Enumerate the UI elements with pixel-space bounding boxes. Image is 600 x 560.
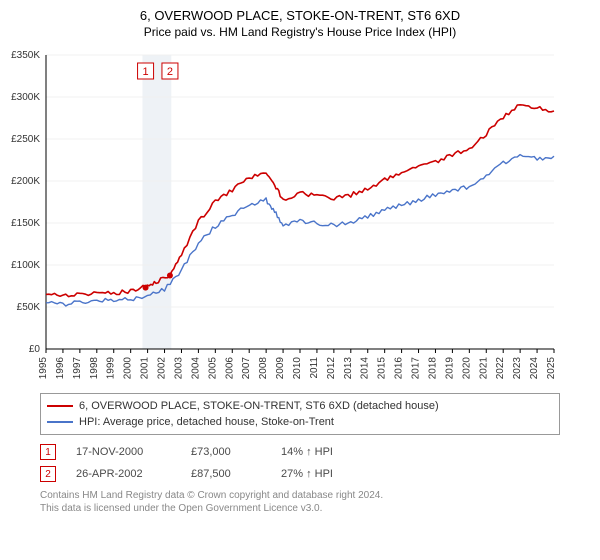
legend-item: 6, OVERWOOD PLACE, STOKE-ON-TRENT, ST6 6…: [47, 398, 553, 414]
legend-label: HPI: Average price, detached house, Stok…: [79, 414, 334, 430]
legend-swatch: [47, 421, 73, 423]
svg-text:1998: 1998: [89, 357, 100, 380]
svg-text:£350K: £350K: [11, 50, 40, 61]
svg-text:2007: 2007: [241, 357, 252, 380]
row-price: £73,000: [191, 446, 261, 458]
table-row: 1 17-NOV-2000 £73,000 14% ↑ HPI: [40, 441, 560, 463]
svg-text:2014: 2014: [360, 357, 371, 380]
row-marker: 1: [40, 444, 56, 460]
svg-text:2018: 2018: [427, 357, 438, 380]
svg-text:1995: 1995: [38, 357, 49, 380]
legend: 6, OVERWOOD PLACE, STOKE-ON-TRENT, ST6 6…: [40, 393, 560, 435]
svg-text:2003: 2003: [173, 357, 184, 380]
svg-text:2005: 2005: [207, 357, 218, 380]
chart-container: 6, OVERWOOD PLACE, STOKE-ON-TRENT, ST6 6…: [0, 0, 600, 515]
svg-text:2000: 2000: [123, 357, 134, 380]
svg-text:£150K: £150K: [11, 218, 40, 229]
svg-text:2020: 2020: [461, 357, 472, 380]
svg-text:2001: 2001: [140, 357, 151, 380]
row-marker: 2: [40, 466, 56, 482]
svg-text:2019: 2019: [444, 357, 455, 380]
svg-text:£300K: £300K: [11, 92, 40, 103]
svg-text:2002: 2002: [157, 357, 168, 380]
svg-text:£50K: £50K: [17, 302, 41, 313]
svg-text:£0: £0: [29, 344, 41, 355]
svg-text:2021: 2021: [478, 357, 489, 380]
svg-text:1996: 1996: [55, 357, 66, 380]
footer: Contains HM Land Registry data © Crown c…: [40, 489, 560, 515]
svg-text:2012: 2012: [326, 357, 337, 380]
svg-text:2004: 2004: [190, 357, 201, 380]
svg-text:2011: 2011: [309, 357, 320, 379]
svg-text:2010: 2010: [292, 357, 303, 380]
row-pct: 14% ↑ HPI: [281, 446, 371, 458]
legend-item: HPI: Average price, detached house, Stok…: [47, 414, 553, 430]
svg-text:2022: 2022: [495, 357, 506, 380]
legend-label: 6, OVERWOOD PLACE, STOKE-ON-TRENT, ST6 6…: [79, 398, 439, 414]
title-main: 6, OVERWOOD PLACE, STOKE-ON-TRENT, ST6 6…: [0, 8, 600, 23]
svg-text:2015: 2015: [377, 357, 388, 380]
title-sub: Price paid vs. HM Land Registry's House …: [0, 25, 600, 39]
title-block: 6, OVERWOOD PLACE, STOKE-ON-TRENT, ST6 6…: [0, 0, 600, 43]
svg-text:2006: 2006: [224, 357, 235, 380]
footer-line: Contains HM Land Registry data © Crown c…: [40, 489, 560, 502]
svg-text:1999: 1999: [106, 357, 117, 380]
svg-text:2008: 2008: [258, 357, 269, 380]
row-date: 26-APR-2002: [76, 468, 171, 480]
svg-text:2023: 2023: [512, 357, 523, 380]
footer-line: This data is licensed under the Open Gov…: [40, 502, 560, 515]
svg-text:£200K: £200K: [11, 176, 40, 187]
svg-text:1: 1: [143, 66, 149, 78]
line-chart: £0 £50K £100K £150K £200K £250K £300K £350K 1995…: [0, 49, 560, 384]
row-pct: 27% ↑ HPI: [281, 468, 371, 480]
svg-text:1997: 1997: [72, 357, 83, 380]
table-row: 2 26-APR-2002 £87,500 27% ↑ HPI: [40, 463, 560, 485]
svg-text:£100K: £100K: [11, 260, 40, 271]
svg-text:2013: 2013: [343, 357, 354, 380]
row-date: 17-NOV-2000: [76, 446, 171, 458]
svg-text:2017: 2017: [411, 357, 422, 380]
svg-text:2025: 2025: [546, 357, 557, 380]
transaction-table: 1 17-NOV-2000 £73,000 14% ↑ HPI 2 26-APR…: [40, 441, 560, 485]
svg-text:2016: 2016: [394, 357, 405, 380]
legend-swatch: [47, 405, 73, 407]
row-price: £87,500: [191, 468, 261, 480]
svg-text:2: 2: [167, 66, 173, 78]
svg-text:2009: 2009: [275, 357, 286, 380]
svg-text:2024: 2024: [529, 357, 540, 380]
svg-text:£250K: £250K: [11, 134, 40, 145]
chart-area: £0 £50K £100K £150K £200K £250K £300K £350K 1995…: [0, 49, 600, 389]
